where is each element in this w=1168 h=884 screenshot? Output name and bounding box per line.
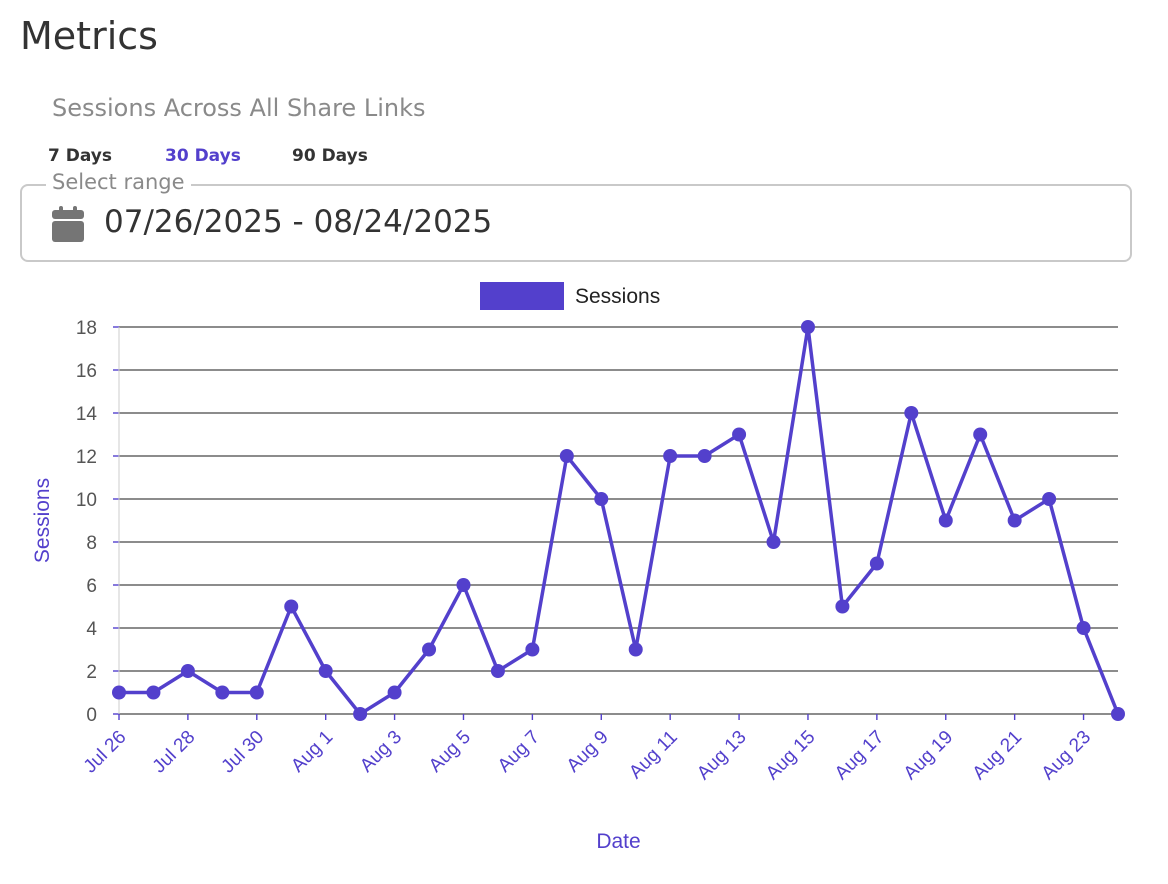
data-point[interactable] — [904, 406, 919, 420]
x-tick-label: Jul 30 — [218, 727, 269, 778]
data-point[interactable] — [1076, 621, 1091, 635]
data-point[interactable] — [732, 427, 747, 442]
data-point[interactable] — [490, 664, 505, 678]
page-title: Metrics — [20, 14, 158, 58]
y-tick-label: 6 — [86, 576, 97, 597]
date-range-legend: Select range — [46, 170, 191, 194]
data-point[interactable] — [559, 449, 574, 463]
series-line-sessions — [119, 325, 1120, 716]
legend-swatch-sessions — [480, 282, 564, 310]
data-point[interactable] — [387, 685, 402, 700]
data-point[interactable] — [318, 664, 333, 678]
data-point[interactable] — [800, 320, 815, 334]
x-tick-label: Aug 9 — [563, 727, 613, 777]
data-point[interactable] — [697, 449, 712, 463]
range-tab-7-days[interactable]: 7 Days — [48, 146, 113, 166]
data-point[interactable] — [973, 427, 988, 442]
x-tick-label: Aug 7 — [494, 727, 544, 777]
data-point[interactable] — [422, 642, 437, 657]
data-point[interactable] — [456, 578, 471, 592]
y-tick-label: 18 — [76, 318, 97, 339]
legend-label-sessions: Sessions — [575, 285, 660, 308]
x-tick-label: Aug 23 — [1038, 727, 1095, 784]
y-tick-label: 0 — [86, 705, 97, 726]
data-point[interactable] — [1111, 707, 1125, 721]
data-point[interactable] — [766, 535, 781, 549]
x-tick-label: Jul 28 — [149, 727, 200, 778]
y-axis-title: Sessions — [31, 478, 54, 563]
data-point[interactable] — [180, 664, 195, 678]
data-point[interactable] — [628, 642, 643, 657]
x-tick-label: Aug 17 — [831, 727, 888, 784]
y-tick-label: 8 — [86, 533, 97, 554]
x-tick-label: Aug 21 — [969, 727, 1026, 784]
y-tick-label: 10 — [76, 490, 97, 511]
y-tick-label: 16 — [76, 361, 97, 382]
x-tick-label: Aug 5 — [425, 727, 475, 777]
y-tick-label: 2 — [86, 662, 97, 683]
date-range-value: 07/26/2025 - 08/24/2025 — [104, 204, 493, 240]
data-point[interactable] — [112, 685, 126, 700]
x-tick-label: Aug 13 — [693, 727, 750, 784]
date-range-picker[interactable]: Select range 07/26/2025 - 08/24/2025 — [20, 170, 1132, 262]
data-point[interactable] — [249, 685, 264, 700]
y-axis: 0 2 4 6 8 10 12 14 16 18 — [76, 318, 120, 726]
x-tick-label: Aug 15 — [762, 727, 819, 784]
range-tab-90-days[interactable]: 90 Days — [292, 146, 368, 166]
x-tick-label: Aug 3 — [356, 727, 406, 777]
data-point[interactable] — [1042, 492, 1057, 506]
x-tick-label: Aug 11 — [625, 727, 681, 783]
data-point[interactable] — [215, 685, 230, 700]
data-point[interactable] — [284, 599, 299, 614]
y-tick-label: 12 — [76, 447, 97, 468]
range-tab-30-days[interactable]: 30 Days — [165, 146, 241, 166]
data-point[interactable] — [353, 707, 368, 721]
x-tick-label: Aug 19 — [900, 727, 957, 784]
y-tick-label: 4 — [86, 619, 97, 640]
data-point[interactable] — [835, 599, 850, 614]
data-point[interactable] — [663, 449, 678, 463]
data-point[interactable] — [938, 513, 953, 528]
data-point[interactable] — [525, 642, 540, 657]
calendar-icon[interactable] — [52, 206, 84, 242]
data-point[interactable] — [1007, 513, 1022, 528]
x-tick-label: Aug 1 — [287, 727, 337, 777]
chart-legend[interactable]: Sessions — [480, 282, 660, 310]
chart-gridlines — [119, 326, 1118, 715]
chart-subtitle: Sessions Across All Share Links — [52, 94, 426, 122]
x-tick-label: Jul 26 — [80, 727, 131, 778]
x-axis-title: Date — [596, 830, 640, 853]
data-point[interactable] — [869, 556, 884, 571]
y-tick-label: 14 — [76, 404, 98, 425]
x-axis: Jul 26 Jul 28 Jul 30 Aug 1 Aug 3 Aug 5 Aug 7 Au… — [80, 714, 1095, 784]
data-point[interactable] — [594, 492, 609, 506]
series-sessions — [112, 320, 1125, 721]
data-point[interactable] — [146, 685, 161, 700]
